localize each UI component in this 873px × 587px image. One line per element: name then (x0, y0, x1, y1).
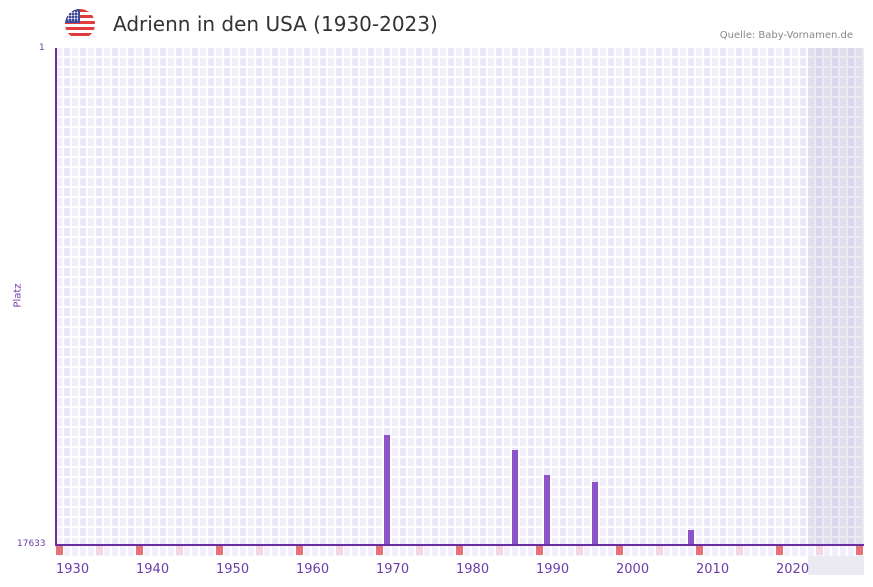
x-tick-1970: 1970 (376, 562, 410, 577)
x-tick-1990: 1990 (536, 562, 570, 577)
decade-marker (56, 546, 63, 555)
decade-marker-row (56, 546, 864, 556)
half-decade-marker (256, 546, 263, 555)
x-axis-line (55, 544, 864, 546)
source-label: Quelle: Baby-Vornamen.de (719, 30, 853, 41)
decade-marker (296, 546, 303, 555)
x-tick-1960: 1960 (296, 562, 330, 577)
y-tick-bottom: 17633 (17, 539, 46, 549)
x-tick-2010: 2010 (696, 562, 730, 577)
bar-1970[interactable] (384, 434, 390, 545)
x-tick-1930: 1930 (56, 562, 90, 577)
x-tick-1940: 1940 (136, 562, 170, 577)
half-decade-marker (736, 546, 743, 555)
decade-marker (136, 546, 143, 555)
chart-title: Adrienn in den USA (1930-2023) (113, 12, 438, 36)
decade-marker (776, 546, 783, 555)
half-decade-marker (96, 546, 103, 555)
x-tick-1950: 1950 (216, 562, 250, 577)
us-flag-icon (65, 9, 95, 39)
decade-marker (856, 546, 863, 555)
decade-marker (216, 546, 223, 555)
half-decade-marker (816, 546, 823, 555)
future-years-shade (808, 48, 864, 575)
bar-1996[interactable] (592, 482, 598, 545)
bar-1986[interactable] (512, 449, 518, 545)
bar-1990[interactable] (544, 475, 550, 545)
bar-2008[interactable] (688, 529, 694, 545)
decade-marker (456, 546, 463, 555)
half-decade-marker (576, 546, 583, 555)
half-decade-marker (496, 546, 503, 555)
y-tick-top: 1 (39, 43, 45, 53)
decade-marker (696, 546, 703, 555)
decade-marker (616, 546, 623, 555)
y-axis-line (55, 48, 57, 546)
half-decade-marker (336, 546, 343, 555)
y-axis-label: Platz (12, 283, 24, 308)
x-tick-1980: 1980 (456, 562, 490, 577)
x-tick-2000: 2000 (616, 562, 650, 577)
half-decade-marker (656, 546, 663, 555)
plot-area (56, 48, 864, 575)
decade-marker (536, 546, 543, 555)
x-tick-2020: 2020 (776, 562, 810, 577)
half-decade-marker (176, 546, 183, 555)
decade-marker (376, 546, 383, 555)
half-decade-marker (416, 546, 423, 555)
